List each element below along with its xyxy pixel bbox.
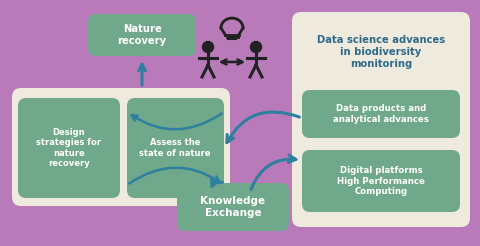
FancyBboxPatch shape <box>18 98 120 198</box>
Text: Assess the
state of nature: Assess the state of nature <box>139 138 211 158</box>
Text: Nature
recovery: Nature recovery <box>118 24 167 46</box>
Text: Design
strategies for
nature
recovery: Design strategies for nature recovery <box>36 128 101 168</box>
Circle shape <box>251 42 262 52</box>
FancyBboxPatch shape <box>127 98 224 198</box>
Text: Digital platforms
High Performance
Computing: Digital platforms High Performance Compu… <box>337 166 425 196</box>
FancyBboxPatch shape <box>88 14 196 56</box>
FancyBboxPatch shape <box>302 150 460 212</box>
Text: Data products and
analytical advances: Data products and analytical advances <box>333 104 429 124</box>
Circle shape <box>203 42 214 52</box>
Text: Knowledge
Exchange: Knowledge Exchange <box>201 196 265 218</box>
FancyBboxPatch shape <box>292 12 470 227</box>
FancyBboxPatch shape <box>302 90 460 138</box>
FancyBboxPatch shape <box>177 183 289 231</box>
FancyBboxPatch shape <box>12 88 230 206</box>
Text: Data science advances
in biodiversity
monitoring: Data science advances in biodiversity mo… <box>317 35 445 69</box>
